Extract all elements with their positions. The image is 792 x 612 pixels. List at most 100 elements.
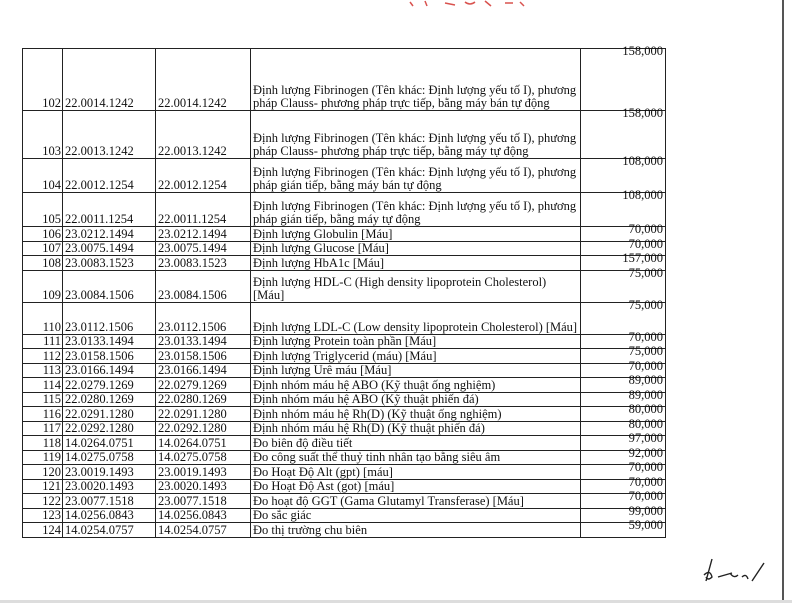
service-name: Định lượng Protein toàn phần [Máu] (250, 333, 581, 349)
service-price: 70,000 (580, 461, 666, 480)
code-primary: 14.0256.0843 (62, 507, 156, 523)
row-number: 124 (22, 522, 63, 538)
service-name: Đo công suất thể thuỷ tinh nhân tạo bằng… (250, 449, 581, 465)
service-price: 92,000 (580, 446, 666, 465)
service-price: 70,000 (580, 237, 666, 256)
code-primary: 22.0011.1254 (62, 192, 156, 227)
row-number: 114 (22, 377, 63, 393)
table-row: 108 23.0083.1523 23.0083.1523 Định lượng Hb… (22, 252, 666, 271)
service-name: Định lượng LDL-C (Low density lipoprotei… (250, 301, 581, 335)
service-name: Đo sắc giác (250, 507, 581, 523)
code-primary: 22.0012.1254 (62, 158, 156, 193)
service-price: 108,000 (580, 189, 666, 227)
code-secondary: 23.0133.1494 (155, 333, 251, 349)
service-price: 89,000 (580, 374, 666, 393)
service-price: 158,000 (580, 45, 666, 111)
service-name: Định lượng Fibrinogen (Tên khác: Định lư… (250, 192, 581, 227)
price-value: 70,000 (628, 358, 663, 373)
row-number: 104 (22, 158, 63, 193)
service-name: Đo Hoạt Độ Ast (got) [máu] (250, 478, 581, 494)
row-number: 115 (22, 391, 63, 407)
table-row: 102 22.0014.1242 22.0014.1242 Định lượng Fi… (22, 45, 666, 111)
table-row: 119 14.0275.0758 14.0275.0758 Đo công suất … (22, 446, 666, 465)
red-stamp-fragment (409, 0, 525, 7)
row-number: 109 (22, 269, 63, 303)
price-value: 75,000 (628, 344, 663, 358)
service-price: 158,000 (580, 107, 666, 159)
code-secondary: 23.0083.1523 (155, 255, 251, 271)
code-primary: 23.0158.1506 (62, 348, 156, 364)
code-secondary: 23.0166.1494 (155, 362, 251, 378)
price-value: 59,000 (628, 518, 663, 532)
code-secondary: 22.0292.1280 (155, 420, 251, 436)
service-name: Định lượng Fibrinogen (Tên khác: Định lư… (250, 48, 581, 111)
price-value: 70,000 (628, 329, 663, 344)
code-secondary: 23.0212.1494 (155, 226, 251, 242)
service-price: 89,000 (580, 388, 666, 407)
page-edge (782, 0, 784, 600)
service-price: 59,000 (580, 519, 666, 538)
code-secondary: 14.0264.0751 (155, 435, 251, 451)
price-value: 158,000 (622, 106, 663, 120)
row-number: 102 (22, 48, 63, 111)
service-name: Đo thị trường chu biên (250, 522, 581, 538)
price-value: 157,000 (622, 251, 663, 265)
table-row: 124 14.0254.0757 14.0254.0757 Đo thị trường… (22, 519, 666, 538)
code-secondary: 22.0012.1254 (155, 158, 251, 193)
service-name: Định nhóm máu hệ Rh(D) (Kỹ thuật phiến đ… (250, 420, 581, 436)
code-primary: 22.0013.1242 (62, 110, 156, 159)
price-value: 108,000 (622, 188, 663, 202)
price-value: 75,000 (628, 297, 663, 312)
service-name: Định lượng Fibrinogen (Tên khác: Định lư… (250, 158, 581, 193)
service-name: Đo Hoạt Độ Alt (gpt) [máu] (250, 464, 581, 480)
code-primary: 23.0084.1506 (62, 269, 156, 303)
row-number: 120 (22, 464, 63, 480)
price-value: 75,000 (628, 265, 663, 280)
code-primary: 23.0133.1494 (62, 333, 156, 349)
code-secondary: 14.0256.0843 (155, 507, 251, 523)
table-row: 113 23.0166.1494 23.0166.1494 Định lượng Ur… (22, 359, 666, 378)
service-name: Đo hoạt độ GGT (Gama Glutamyl Transferas… (250, 493, 581, 509)
price-value: 80,000 (628, 416, 663, 431)
code-secondary: 23.0158.1506 (155, 348, 251, 364)
service-price: 75,000 (580, 266, 666, 303)
code-primary: 14.0275.0758 (62, 449, 156, 465)
row-number: 122 (22, 493, 63, 509)
price-value: 89,000 (628, 373, 663, 387)
table-row: 121 23.0020.1493 23.0020.1493 Đo Hoạt Độ As… (22, 475, 666, 494)
price-value: 70,000 (628, 222, 663, 236)
row-number: 110 (22, 301, 63, 335)
code-secondary: 23.0077.1518 (155, 493, 251, 509)
price-table: 102 22.0014.1242 22.0014.1242 Định lượng Fi… (22, 45, 666, 538)
price-value: 99,000 (628, 503, 663, 518)
service-price: 70,000 (580, 475, 666, 494)
service-name: Định lượng HbA1c [Máu] (250, 255, 581, 271)
code-primary: 14.0254.0757 (62, 522, 156, 538)
table-row: 103 22.0013.1242 22.0013.1242 Định lượng Fi… (22, 107, 666, 159)
service-price: 75,000 (580, 298, 666, 335)
row-number: 106 (22, 226, 63, 242)
table-row: 117 22.0292.1280 22.0292.1280 Định nhóm máu… (22, 417, 666, 436)
table-row: 107 23.0075.1494 23.0075.1494 Định lượng Gl… (22, 237, 666, 256)
code-secondary: 22.0014.1242 (155, 48, 251, 111)
table-row: 120 23.0019.1493 23.0019.1493 Đo Hoạt Độ Al… (22, 461, 666, 480)
service-name: Đo biên độ điều tiết (250, 435, 581, 451)
table-row: 106 23.0212.1494 23.0212.1494 Định lượng Gl… (22, 223, 666, 242)
code-primary: 23.0077.1518 (62, 493, 156, 509)
table-row: 109 23.0084.1506 23.0084.1506 Định lượng HD… (22, 266, 666, 303)
service-name: Định lượng Globulin [Máu] (250, 226, 581, 242)
service-name: Định nhóm máu hệ Rh(D) (Kỹ thuật ống ngh… (250, 406, 581, 422)
page-bottom-edge (0, 600, 792, 603)
price-value: 70,000 (628, 474, 663, 489)
code-primary: 22.0014.1242 (62, 48, 156, 111)
code-primary: 22.0280.1269 (62, 391, 156, 407)
row-number: 112 (22, 348, 63, 364)
price-value: 70,000 (628, 460, 663, 474)
code-primary: 23.0112.1506 (62, 301, 156, 335)
row-number: 121 (22, 478, 63, 494)
code-secondary: 23.0112.1506 (155, 301, 251, 335)
price-value: 108,000 (622, 154, 663, 168)
row-number: 107 (22, 240, 63, 256)
code-secondary: 22.0291.1280 (155, 406, 251, 422)
code-secondary: 23.0075.1494 (155, 240, 251, 256)
